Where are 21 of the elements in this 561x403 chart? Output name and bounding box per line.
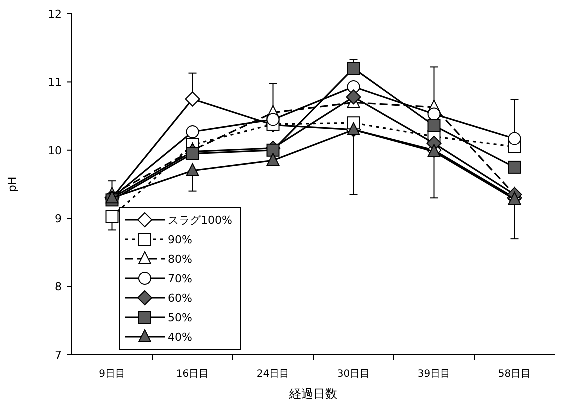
x-tick-label: 30日目 xyxy=(337,369,370,380)
y-tick-label: 9 xyxy=(55,212,62,226)
x-tick-label: 16日目 xyxy=(176,369,210,380)
y-tick-label: 12 xyxy=(48,8,62,21)
x-tick-label: 24日目 xyxy=(256,369,290,380)
x-tick-label: 39日目 xyxy=(418,369,451,380)
y-tick-label: 7 xyxy=(55,348,62,362)
y-axis-title: pH xyxy=(6,176,19,192)
legend-label: 40% xyxy=(168,330,192,344)
y-tick-label: 11 xyxy=(48,76,62,90)
y-tick-label: 10 xyxy=(48,144,62,158)
legend-label: 60% xyxy=(168,292,192,305)
x-tick-label: 58日目 xyxy=(498,369,532,380)
legend-label: 90% xyxy=(168,233,192,246)
x-tick-label: 9日目 xyxy=(99,369,126,380)
y-tick-label: 8 xyxy=(55,280,62,294)
legend-label: 50% xyxy=(168,311,192,324)
legend-label: 70% xyxy=(168,272,192,286)
legend-label: スラグ100% xyxy=(168,214,232,227)
x-axis-title: 経過日数 xyxy=(288,387,338,401)
legend-label: 80% xyxy=(168,252,192,266)
